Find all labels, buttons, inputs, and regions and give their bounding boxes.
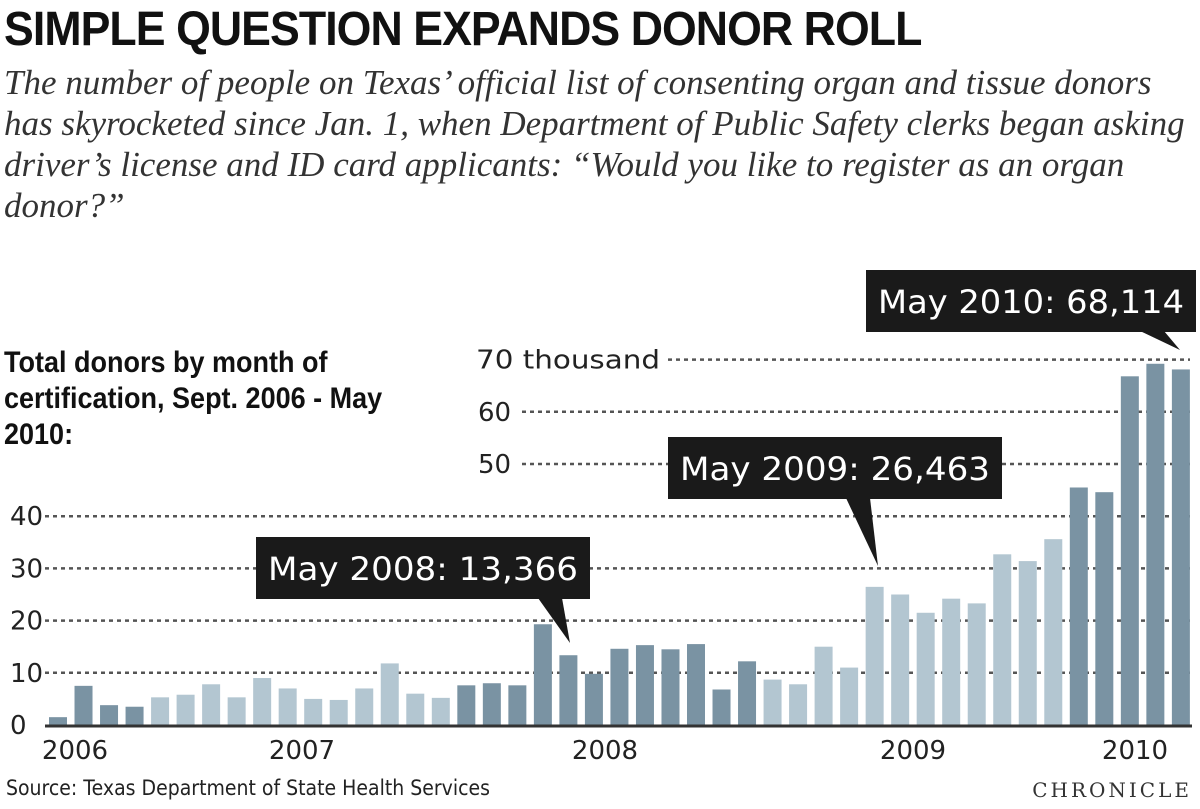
- source-note: Source: Texas Department of State Health…: [6, 776, 490, 800]
- bar-jan-2008: [457, 685, 476, 725]
- bar-may-2009: [865, 586, 884, 725]
- bar-apr-2008: [533, 624, 552, 725]
- annotation-label: May 2009: 26,463: [680, 450, 990, 488]
- bar-apr-2007: [227, 697, 246, 725]
- bar-sep-2006: [49, 717, 67, 725]
- chart-title: Total donors by month of certification, …: [4, 346, 383, 451]
- annotation-label: May 2010: 68,114: [878, 283, 1184, 321]
- bar-nov-2009: [1018, 561, 1037, 725]
- x-year-label: 2010: [1102, 736, 1168, 766]
- bar-jun-2008: [584, 673, 603, 725]
- bar-nov-2007: [406, 693, 425, 725]
- bar-mar-2010: [1120, 376, 1139, 725]
- bar-feb-2008: [482, 683, 501, 725]
- bar-jul-2008: [610, 648, 629, 725]
- bar-may-2008: [559, 655, 578, 725]
- bar-jun-2007: [278, 688, 297, 725]
- bar-dec-2009: [1044, 539, 1063, 725]
- y-tick-label: 30: [10, 554, 43, 584]
- x-year-label: 2009: [880, 736, 946, 766]
- y-tick-label: 40: [10, 502, 43, 532]
- x-year-label: 2006: [42, 736, 108, 766]
- bar-aug-2007: [329, 699, 348, 725]
- bar-may-2007: [253, 678, 272, 725]
- annotation-box: [668, 437, 1002, 499]
- y-tick-label: 70 thousand: [476, 346, 660, 376]
- y-tick-label: 0: [10, 711, 27, 741]
- annotation-box: [866, 270, 1196, 332]
- bar-mar-2009: [814, 646, 833, 725]
- bar-feb-2009: [789, 684, 808, 725]
- y-tick-label: 50: [478, 450, 511, 480]
- bar-jan-2009: [763, 679, 782, 725]
- bar-sep-2009: [967, 603, 986, 725]
- bar-feb-2007: [176, 694, 195, 725]
- bar-apr-2010: [1146, 363, 1165, 725]
- bar-may-2010: [1171, 369, 1190, 725]
- bar-sep-2008: [661, 649, 680, 725]
- bar-oct-2009: [993, 554, 1012, 725]
- bar-mar-2007: [202, 684, 221, 725]
- bar-jul-2007: [304, 698, 323, 725]
- bar-nov-2006: [100, 705, 119, 725]
- bar-oct-2008: [687, 644, 705, 725]
- y-tick-label: 10: [10, 659, 43, 689]
- annotation-label: May 2008: 13,366: [268, 550, 578, 588]
- bar-feb-2010: [1095, 492, 1114, 725]
- annotation-pointer: [1140, 331, 1180, 350]
- headline: SIMPLE QUESTION EXPANDS DONOR ROLL: [4, 3, 922, 56]
- bar-dec-2008: [738, 661, 757, 725]
- y-tick-label: 60: [478, 398, 511, 428]
- annotation-pointer: [846, 498, 878, 566]
- bar-mar-2008: [508, 685, 527, 725]
- bar-jul-2009: [916, 612, 935, 725]
- bar-apr-2009: [840, 667, 859, 725]
- bar-sep-2007: [355, 688, 374, 725]
- x-year-label: 2007: [269, 736, 335, 766]
- annotation-pointer: [538, 598, 570, 643]
- bar-oct-2006: [74, 685, 93, 725]
- bar-dec-2007: [431, 697, 450, 725]
- subheadline: The number of people on Texas’ official …: [4, 63, 1185, 225]
- bar-aug-2008: [635, 645, 654, 725]
- x-year-label: 2008: [572, 736, 638, 766]
- bar-aug-2009: [942, 598, 961, 725]
- bar-nov-2008: [712, 689, 731, 725]
- bar-oct-2007: [380, 663, 399, 725]
- annotation-box: [256, 537, 590, 599]
- bar-jan-2010: [1069, 487, 1088, 725]
- y-tick-label: 20: [10, 607, 43, 637]
- chronicle-logo: CHRONICLE: [1032, 778, 1192, 802]
- bar-jan-2007: [151, 697, 170, 725]
- bar-jun-2009: [891, 594, 910, 725]
- bar-dec-2006: [125, 706, 144, 725]
